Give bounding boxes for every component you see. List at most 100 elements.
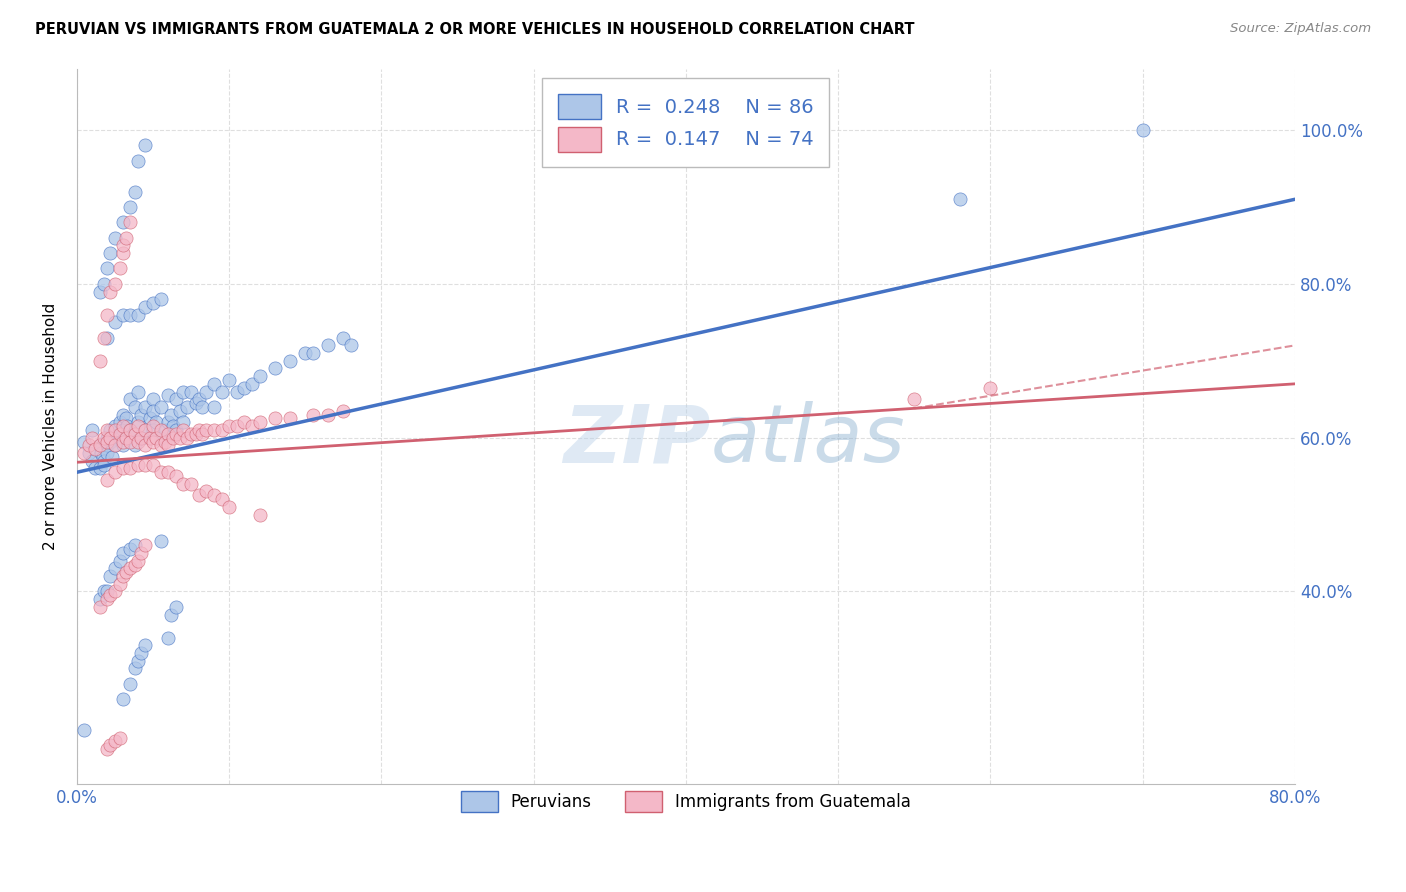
Point: [187, 488, 209, 502]
Point: [111, 461, 134, 475]
Point: [316, 338, 339, 352]
Point: [91, 450, 114, 464]
Point: [184, 396, 207, 410]
Point: [187, 423, 209, 437]
Point: [89, 438, 111, 452]
Point: [172, 415, 194, 429]
Point: [111, 419, 134, 434]
Point: [162, 431, 184, 445]
Point: [340, 338, 363, 352]
Point: [127, 308, 149, 322]
Point: [129, 408, 152, 422]
Point: [89, 438, 111, 452]
Point: [190, 400, 212, 414]
Point: [172, 476, 194, 491]
Point: [145, 431, 167, 445]
Point: [120, 677, 142, 691]
Point: [89, 353, 111, 368]
Point: [111, 546, 134, 560]
Point: [108, 431, 131, 445]
Point: [195, 384, 218, 399]
Point: [153, 434, 176, 449]
Legend: Peruvians, Immigrants from Guatemala: Peruvians, Immigrants from Guatemala: [447, 778, 924, 825]
Point: [127, 434, 149, 449]
Point: [98, 431, 121, 445]
Point: [98, 423, 121, 437]
Point: [111, 438, 134, 452]
Point: [278, 353, 301, 368]
Point: [127, 415, 149, 429]
Point: [104, 584, 127, 599]
Point: [134, 423, 156, 437]
Point: [233, 415, 256, 429]
Point: [139, 431, 162, 445]
Point: [263, 411, 285, 425]
Point: [98, 246, 121, 260]
Point: [73, 723, 96, 737]
Point: [202, 488, 225, 502]
Point: [190, 426, 212, 441]
Point: [149, 465, 172, 479]
Point: [89, 592, 111, 607]
Point: [111, 569, 134, 583]
Point: [142, 423, 165, 437]
Point: [93, 458, 115, 472]
Text: PERUVIAN VS IMMIGRANTS FROM GUATEMALA 2 OR MORE VEHICLES IN HOUSEHOLD CORRELATIO: PERUVIAN VS IMMIGRANTS FROM GUATEMALA 2 …: [35, 22, 915, 37]
Point: [134, 458, 156, 472]
Point: [120, 542, 142, 557]
Point: [142, 419, 165, 434]
Point: [89, 285, 111, 299]
Point: [211, 384, 233, 399]
Point: [120, 200, 142, 214]
Point: [142, 403, 165, 417]
Point: [240, 419, 263, 434]
Point: [104, 734, 127, 748]
Point: [134, 538, 156, 552]
Point: [89, 599, 111, 614]
Point: [202, 400, 225, 414]
Point: [157, 631, 180, 645]
Point: [1132, 123, 1154, 137]
Point: [124, 558, 146, 572]
Point: [108, 554, 131, 568]
Point: [225, 419, 247, 434]
Point: [187, 392, 209, 407]
Text: ZIP: ZIP: [562, 401, 710, 479]
Point: [127, 384, 149, 399]
Point: [165, 392, 187, 407]
Point: [73, 446, 96, 460]
Point: [134, 423, 156, 437]
Point: [134, 438, 156, 452]
Point: [218, 419, 240, 434]
Point: [129, 546, 152, 560]
Point: [149, 400, 172, 414]
Point: [82, 431, 104, 445]
Point: [332, 331, 354, 345]
Point: [120, 461, 142, 475]
Point: [111, 408, 134, 422]
Point: [211, 492, 233, 507]
Point: [104, 277, 127, 291]
Point: [96, 434, 118, 449]
Point: [949, 192, 972, 206]
Point: [184, 426, 207, 441]
Point: [111, 423, 134, 437]
Point: [111, 246, 134, 260]
Point: [142, 392, 165, 407]
Point: [278, 411, 301, 425]
Point: [202, 376, 225, 391]
Point: [169, 431, 191, 445]
Point: [218, 373, 240, 387]
Point: [104, 423, 127, 437]
Point: [169, 403, 191, 417]
Point: [124, 426, 146, 441]
Point: [149, 423, 172, 437]
Point: [96, 446, 118, 460]
Point: [145, 415, 167, 429]
Point: [180, 384, 202, 399]
Point: [160, 607, 183, 622]
Text: Source: ZipAtlas.com: Source: ZipAtlas.com: [1230, 22, 1371, 36]
Point: [202, 423, 225, 437]
Point: [160, 408, 183, 422]
Point: [98, 569, 121, 583]
